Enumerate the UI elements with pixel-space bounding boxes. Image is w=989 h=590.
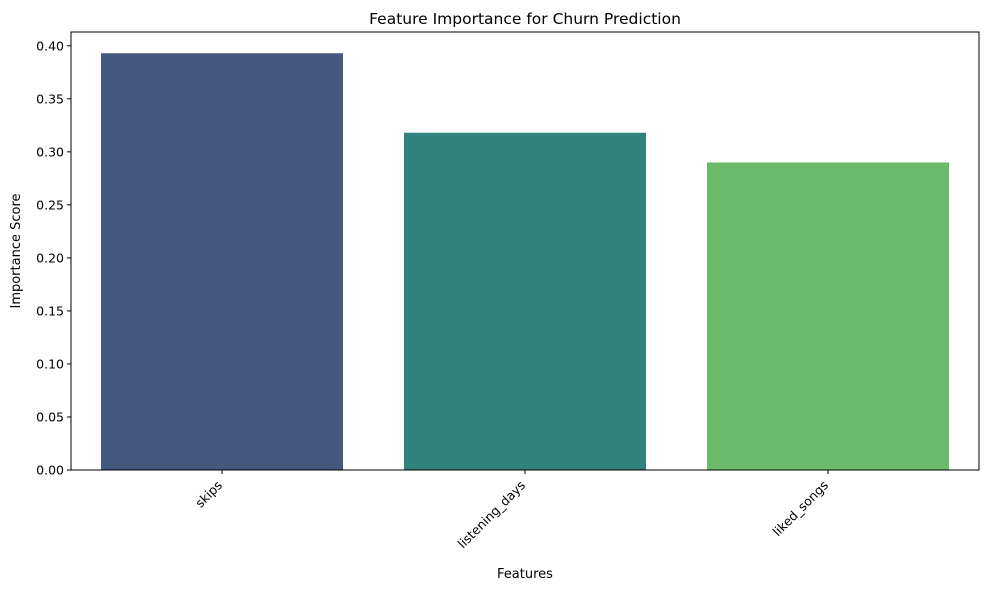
y-tick-label: 0.30: [36, 144, 64, 159]
chart-title: Feature Importance for Churn Prediction: [369, 10, 681, 28]
x-tick-label: liked_songs: [769, 478, 831, 540]
bars: [101, 53, 949, 470]
y-tick-label: 0.15: [36, 303, 64, 318]
y-tick-label: 0.20: [36, 250, 64, 265]
y-tick-label: 0.25: [36, 197, 64, 212]
y-axis: 0.00 0.05 0.10 0.15 0.20 0.25 0.30 0.35 0.40: [36, 38, 71, 478]
y-tick-label: 0.05: [36, 409, 64, 424]
x-tick-label: skips: [192, 478, 225, 511]
y-tick-label: 0.10: [36, 356, 64, 371]
x-axis-label: Features: [497, 567, 553, 582]
y-tick-label: 0.00: [36, 463, 64, 478]
bar-skips: [101, 53, 343, 470]
y-axis-label: Importance Score: [9, 193, 24, 308]
bar-liked-songs: [707, 162, 949, 470]
plot-frame: [70, 31, 980, 471]
bar-listening-days: [404, 132, 646, 470]
x-axis: skips listening_days liked_songs: [192, 470, 831, 551]
x-tick-label: listening_days: [455, 478, 529, 552]
y-tick-label: 0.35: [36, 91, 64, 106]
y-tick-label: 0.40: [36, 38, 64, 53]
